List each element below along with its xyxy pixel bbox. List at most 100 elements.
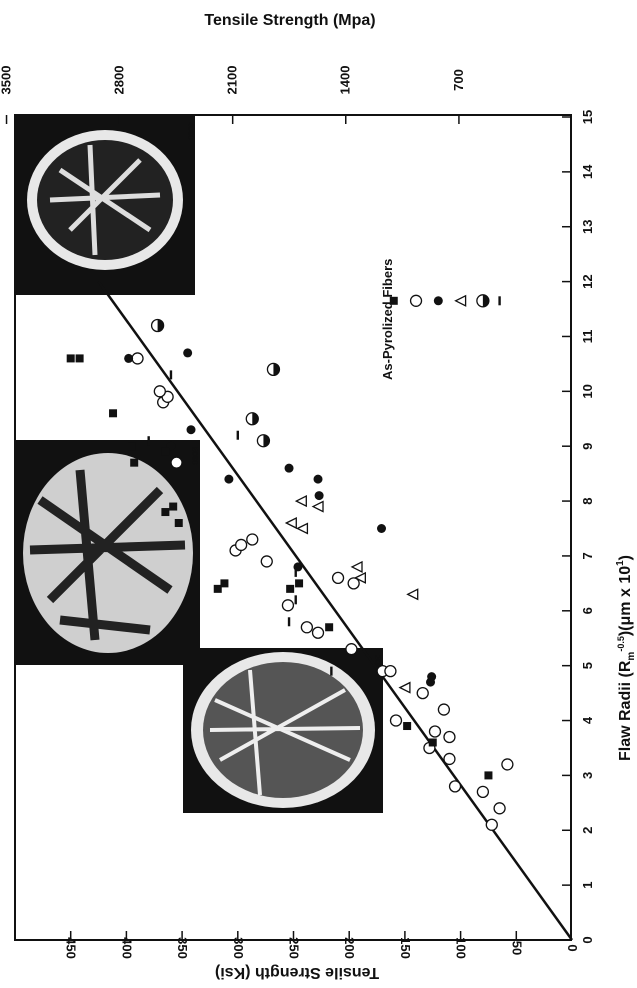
- y-axis-left-title: Tensile Strength (Ksi): [215, 964, 379, 981]
- x-tick-label: 10: [580, 384, 595, 398]
- data-point-half-circle: [256, 434, 271, 448]
- data-point-filled-square: [174, 519, 183, 528]
- data-point-open-circle: [409, 294, 423, 307]
- data-point-dash: [330, 666, 333, 676]
- data-point-triangle: [406, 588, 419, 601]
- data-point-dash: [294, 595, 297, 605]
- data-point-filled-square: [220, 579, 229, 588]
- data-point-dash: [287, 617, 291, 627]
- x-tick-label: 0: [580, 936, 595, 943]
- data-point-filled-circle: [377, 524, 387, 533]
- data-point-open-circle: [493, 802, 506, 815]
- data-point-dash: [169, 370, 173, 380]
- mpa-tick-label: 2800: [112, 66, 127, 95]
- x-axis-title-tail-sup: 1: [615, 560, 626, 566]
- x-tick-label: 5: [580, 662, 595, 669]
- points-layer: [66, 318, 514, 831]
- data-point-open-circle: [234, 538, 248, 552]
- data-point-open-circle: [311, 626, 325, 639]
- micrograph-top-label: 4000: [186, 122, 195, 140]
- data-point-dash: [294, 567, 297, 577]
- data-point-filled-square: [169, 502, 178, 511]
- data-point-triangle: [398, 681, 411, 694]
- y-axis-left-ticks: 0 50 100 150 200 250 300 350 400 450: [64, 931, 580, 959]
- data-point-open-circle: [485, 818, 498, 831]
- data-point-triangle: [353, 571, 366, 584]
- data-point-dash: [236, 430, 239, 440]
- y-tick-label: 300: [231, 937, 246, 959]
- x-axis-title-sub: m: [626, 652, 637, 661]
- y-tick-label: 250: [287, 937, 302, 959]
- data-point-filled-square: [286, 584, 295, 593]
- micrograph-bottom: 3000: [183, 648, 383, 813]
- y-tick-label: 350: [175, 937, 190, 959]
- micrograph-bottom-texture: [209, 669, 361, 796]
- data-point-filled-circle: [124, 353, 134, 363]
- data-point-filled-circle: [183, 348, 193, 358]
- data-point-filled-circle: [433, 296, 443, 306]
- x-axis-title-sup: -0.5: [616, 636, 626, 652]
- mpa-tick-label: 2100: [225, 66, 240, 95]
- x-tick-label: 6: [580, 607, 595, 614]
- x-axis-title-main: Flaw Radii (R: [617, 660, 634, 761]
- data-point-open-circle: [437, 703, 451, 716]
- data-point-filled-square: [161, 447, 170, 456]
- y-tick-label: 0: [565, 944, 580, 951]
- data-point-filled-circle: [313, 474, 323, 484]
- data-point-triangle: [311, 500, 324, 513]
- data-point-open-circle: [300, 621, 314, 634]
- x-axis-title-tail: )(μm x 10: [617, 566, 634, 636]
- x-tick-label: 14: [580, 164, 595, 179]
- x-tick-label: 3: [580, 772, 595, 779]
- data-point-filled-square: [161, 508, 170, 517]
- data-point-open-circle: [345, 643, 358, 656]
- y-axis-right-title: Tensile Strength (Mpa): [204, 12, 375, 29]
- y-tick-label: 200: [342, 937, 357, 959]
- data-point-triangle: [454, 294, 467, 307]
- data-point-filled-square: [130, 458, 139, 467]
- data-point-dash: [498, 296, 501, 306]
- x-tick-label: 13: [580, 219, 595, 233]
- annotation-as-pyrolized: As-Pyrolized Fibers: [380, 259, 395, 380]
- data-point-open-circle: [331, 571, 345, 585]
- data-point-open-circle: [246, 533, 259, 546]
- data-point-half-circle: [476, 294, 490, 308]
- micrograph-middle-texture: [29, 469, 186, 641]
- half-circle-fill: [252, 412, 259, 425]
- x-tick-label: 1: [580, 882, 595, 889]
- x-tick-label: 12: [580, 274, 595, 288]
- micrograph-top-cracks: [49, 144, 161, 256]
- data-point-open-circle: [281, 599, 295, 612]
- data-point-half-circle: [245, 412, 259, 426]
- y-tick-label: 100: [454, 937, 469, 959]
- x-tick-label: 11: [580, 330, 595, 344]
- micrograph-middle: 5000: [15, 440, 200, 665]
- data-point-filled-square: [484, 771, 493, 780]
- data-point-open-circle: [347, 577, 360, 590]
- x-tick-label: 4: [580, 716, 595, 724]
- data-point-triangle: [294, 495, 307, 508]
- data-point-filled-square: [66, 354, 75, 363]
- half-circle-fill: [157, 319, 164, 332]
- x-tick-label: 9: [580, 443, 595, 450]
- data-point-triangle: [284, 516, 297, 530]
- data-point-open-circle: [153, 385, 166, 398]
- x-tick-label: 7: [580, 552, 595, 559]
- data-point-filled-square: [213, 584, 222, 593]
- y-tick-label: 400: [119, 937, 134, 959]
- data-point-open-circle: [476, 785, 490, 799]
- data-point-filled-square: [295, 579, 304, 588]
- data-point-open-circle: [443, 752, 456, 766]
- x-tick-label: 8: [580, 497, 595, 504]
- y-tick-label: 150: [398, 937, 413, 959]
- data-point-filled-square: [75, 354, 84, 363]
- data-point-filled-circle: [427, 672, 437, 682]
- data-point-filled-circle: [284, 463, 294, 473]
- data-point-open-circle: [448, 780, 462, 793]
- micrograph-top: 4000: [15, 115, 195, 295]
- x-axis-title-close: ): [617, 555, 634, 560]
- half-circle-fill: [263, 434, 270, 447]
- legend-markers: [389, 294, 501, 308]
- data-point-open-circle: [389, 714, 403, 727]
